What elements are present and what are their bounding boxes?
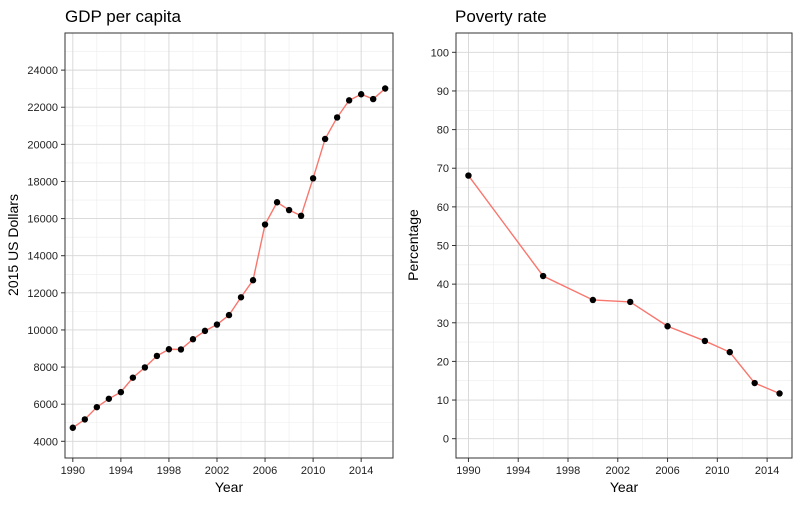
series-line xyxy=(72,87,386,429)
y-tick-label: 18000 xyxy=(27,176,58,188)
axes: 1990 1994 1998 2002 2006 2010 2014 4000 6000 8000… xyxy=(27,65,373,477)
data-point xyxy=(539,272,547,280)
y-tick-label: 20 xyxy=(437,356,449,368)
x-tick-label: 1994 xyxy=(506,465,530,477)
data-point xyxy=(189,336,197,343)
x-axis-title: Year xyxy=(215,479,244,495)
y-tick-label: 10000 xyxy=(27,325,58,337)
x-tick-label: 1998 xyxy=(157,465,181,477)
data-point xyxy=(381,85,389,92)
plot-frame xyxy=(64,32,394,459)
x-tick-label: 2014 xyxy=(349,465,373,477)
y-tick-label: 14000 xyxy=(27,251,58,263)
data-point xyxy=(589,296,597,304)
data-point xyxy=(664,323,671,330)
x-tick-label: 2002 xyxy=(606,465,630,477)
data-point xyxy=(369,95,377,103)
x-tick-label: 1994 xyxy=(109,465,133,477)
data-point xyxy=(165,346,173,353)
y-tick-label: 90 xyxy=(437,86,449,98)
data-point xyxy=(333,114,341,121)
y-tick-label: 4000 xyxy=(34,436,58,448)
data-point xyxy=(225,311,233,319)
data-point xyxy=(261,221,269,228)
data-point xyxy=(69,424,77,431)
data-point xyxy=(93,403,101,411)
x-tick-label: 1990 xyxy=(456,465,480,477)
data-point xyxy=(357,91,365,98)
data-point xyxy=(297,212,305,220)
y-tick-label: 40 xyxy=(437,279,449,291)
data-point xyxy=(627,298,634,306)
y-tick-label: 8000 xyxy=(34,362,58,374)
data-point xyxy=(129,374,137,381)
data-point xyxy=(309,175,317,182)
y-tick-label: 22000 xyxy=(27,102,58,114)
y-tick-label: 80 xyxy=(437,125,449,137)
y-axis-title: Percentage xyxy=(405,209,421,281)
data-point xyxy=(249,277,257,284)
data-point xyxy=(213,321,221,328)
y-tick-label: 16000 xyxy=(27,214,58,226)
data-point xyxy=(321,135,329,143)
x-tick-label: 2010 xyxy=(301,465,325,477)
y-tick-label: 30 xyxy=(437,318,449,330)
data-point xyxy=(105,395,113,402)
data-point xyxy=(726,348,733,356)
x-tick-label: 2014 xyxy=(755,465,779,477)
y-tick-label: 24000 xyxy=(27,65,58,77)
data-point xyxy=(345,97,353,104)
data-point xyxy=(701,337,709,345)
x-tick-label: 1998 xyxy=(556,465,580,477)
y-tick-label: 60 xyxy=(437,202,449,214)
data-point xyxy=(776,390,783,397)
x-tick-label: 1990 xyxy=(61,465,85,477)
data-point xyxy=(237,294,245,301)
data-point xyxy=(153,352,161,360)
data-point xyxy=(201,327,209,335)
x-tick-label: 2002 xyxy=(205,465,229,477)
data-point xyxy=(81,416,89,423)
data-point xyxy=(117,388,125,396)
y-tick-label: 70 xyxy=(437,163,449,175)
gdp-per-capita-panel: GDP per capita Year 2015 US Dollars 1990… xyxy=(5,7,394,495)
data-point xyxy=(177,346,185,353)
y-axis-title: 2015 US Dollars xyxy=(5,194,21,296)
x-tick-label: 2010 xyxy=(705,465,729,477)
x-tick-label: 2006 xyxy=(655,465,679,477)
y-tick-label: 100 xyxy=(431,47,449,59)
y-tick-label: 10 xyxy=(437,395,449,407)
gridlines xyxy=(65,33,393,458)
gridlines xyxy=(456,32,792,459)
data-point xyxy=(285,206,293,214)
x-axis-title: Year xyxy=(610,479,639,495)
y-tick-label: 50 xyxy=(437,241,449,253)
axes: 1990 1994 1998 2002 2006 2010 2014 0 10 20 30 40 50 6… xyxy=(431,47,780,477)
chart-title: Poverty rate xyxy=(455,7,547,26)
y-tick-label: 12000 xyxy=(27,288,58,300)
data-point xyxy=(465,172,472,179)
data-point xyxy=(273,199,281,206)
data-point xyxy=(751,379,758,387)
y-tick-label: 0 xyxy=(443,434,449,446)
data-point xyxy=(141,364,149,371)
x-tick-label: 2006 xyxy=(253,465,277,477)
chart-title: GDP per capita xyxy=(65,7,181,26)
y-tick-label: 20000 xyxy=(27,139,58,151)
poverty-rate-panel: Poverty rate Year Percentage 1990 1994 199… xyxy=(405,7,793,495)
y-tick-label: 6000 xyxy=(34,399,58,411)
